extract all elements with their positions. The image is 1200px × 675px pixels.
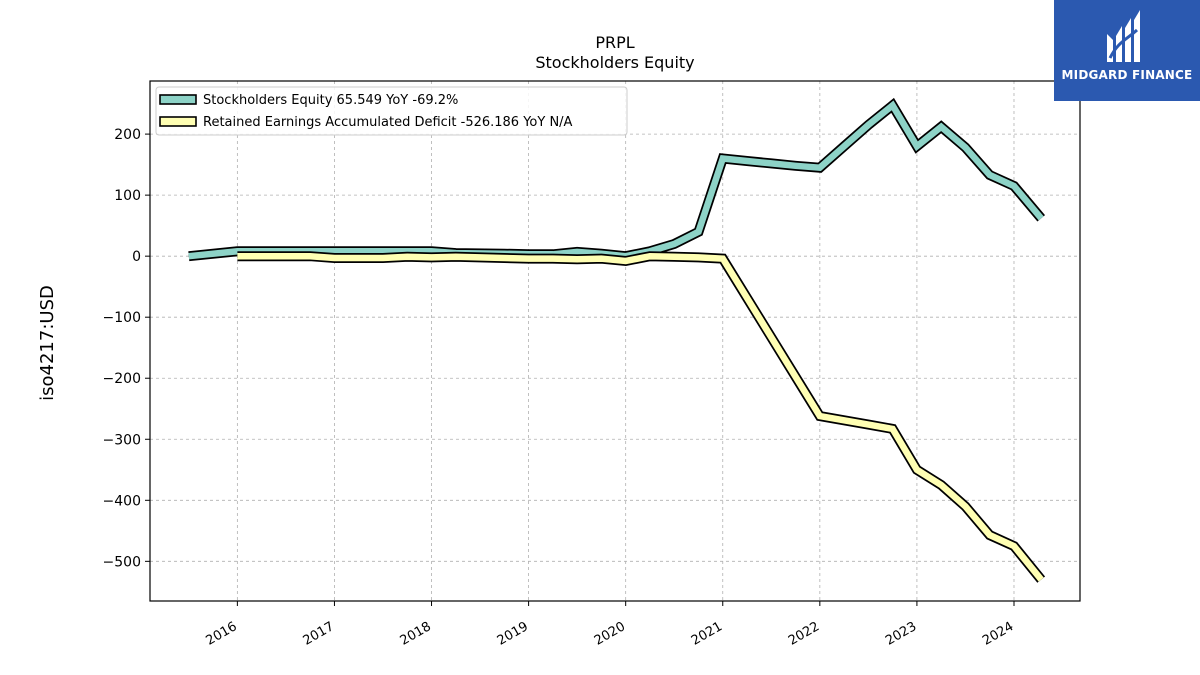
legend-box [155, 86, 628, 136]
series-line-1 [237, 252, 1044, 582]
legend-swatch-stockholders-equity [159, 94, 197, 105]
legend-label-retained-earnings: Retained Earnings Accumulated Deficit -5… [203, 115, 573, 130]
x-tick-label: 2022 [786, 619, 822, 649]
y-axis-ticks: 200 100 0 −100 −200 −300 −400 −500 [103, 127, 150, 570]
y-tick-label: −300 [103, 432, 141, 448]
logo-text: MIDGARD FINANCE [1061, 68, 1193, 82]
x-tick-label: 2016 [204, 619, 240, 649]
series-line-0 [188, 100, 1044, 260]
x-tick-label: 2018 [398, 619, 434, 649]
x-tick-label: 2023 [883, 619, 919, 649]
grid-lines [150, 81, 1080, 601]
x-axis-ticks: 2016 2017 2018 2019 2020 2021 2022 2023 2024 [204, 601, 1016, 649]
legend-swatch-retained-earnings [159, 116, 197, 127]
plot-frame [149, 80, 1081, 602]
y-tick-label: −500 [103, 554, 141, 570]
legend-label-stockholders-equity: Stockholders Equity 65.549 YoY -69.2% [203, 93, 458, 108]
x-tick-label: 2024 [980, 619, 1016, 649]
chart-subtitle: Stockholders Equity [535, 53, 694, 72]
x-tick-label: 2019 [495, 619, 531, 649]
midgard-finance-logo: MIDGARD FINANCE [1054, 0, 1200, 101]
y-axis-label: iso4217:USD [37, 285, 58, 401]
y-tick-label: −100 [103, 310, 141, 326]
chart-title: PRPL [595, 33, 634, 52]
x-tick-label: 2020 [592, 619, 628, 649]
y-tick-label: −400 [103, 493, 141, 509]
legend: Stockholders Equity 65.549 YoY -69.2% Re… [155, 86, 628, 136]
series-outline-1 [237, 251, 1046, 583]
y-tick-label: 0 [132, 249, 141, 265]
series-lines [188, 97, 1046, 583]
y-tick-label: −200 [103, 371, 141, 387]
x-tick-label: 2017 [301, 619, 337, 649]
x-tick-label: 2021 [689, 619, 725, 649]
y-tick-label: 200 [114, 127, 141, 143]
y-tick-label: 100 [114, 188, 141, 204]
midgard-logo-mark-icon [1107, 10, 1140, 62]
